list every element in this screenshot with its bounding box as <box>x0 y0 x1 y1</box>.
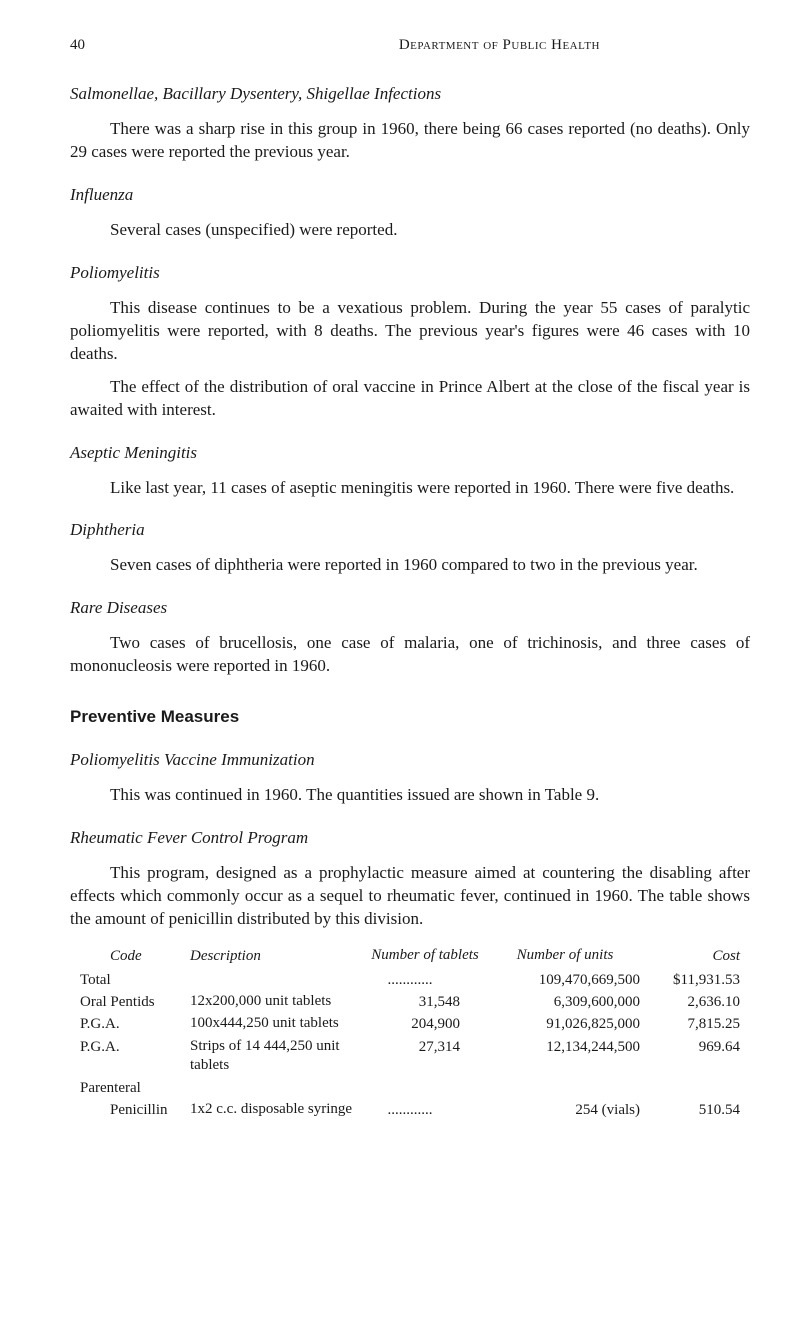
cell-oralpentids-desc: 12x200,000 unit tablets <box>190 992 360 1012</box>
running-title: Department of Public Health <box>399 35 600 55</box>
col-header-description: Description <box>190 946 360 966</box>
cell-pga2-code: P.G.A. <box>70 1037 190 1057</box>
table-row-penicillin: Penicillin 1x2 c.c. disposable syringe .… <box>70 1100 750 1120</box>
table-row-total: Total ............ 109,470,669,500 $11,9… <box>70 970 750 990</box>
col-header-cost: Cost <box>640 946 740 966</box>
table-row-parenteral: Parenteral <box>70 1078 750 1098</box>
cell-oralpentids-units: 6,309,600,000 <box>490 992 640 1012</box>
cell-pga1-desc: 100x444,250 unit tablets <box>190 1014 360 1034</box>
cell-penicillin-tablets: ............ <box>360 1100 490 1120</box>
cell-pga1-units: 91,026,825,000 <box>490 1014 640 1034</box>
paragraph-vaccine: This was continued in 1960. The quantiti… <box>70 784 750 807</box>
paragraph-diphtheria: Seven cases of diphtheria were reported … <box>70 554 750 577</box>
table-row-pga2: P.G.A. Strips of 14 444,250 unit tablets… <box>70 1037 750 1076</box>
penicillin-table: Code Description Number of tablets Numbe… <box>70 946 750 1121</box>
paragraph-rheumatic: This program, designed as a prophylactic… <box>70 862 750 931</box>
cell-oralpentids-cost: 2,636.10 <box>640 992 740 1012</box>
heading-diphtheria: Diphtheria <box>70 519 750 542</box>
paragraph-salmonellae: There was a sharp rise in this group in … <box>70 118 750 164</box>
heading-influenza: Influenza <box>70 184 750 207</box>
cell-parenteral-code: Parenteral <box>70 1078 190 1098</box>
heading-salmonellae: Salmonellae, Bacillary Dysentery, Shigel… <box>70 83 750 106</box>
page-header: 40 Department of Public Health <box>70 35 750 55</box>
cell-total-tablets: ............ <box>360 970 490 990</box>
cell-pga2-tablets: 27,314 <box>360 1037 490 1057</box>
paragraph-rare: Two cases of brucellosis, one case of ma… <box>70 632 750 678</box>
cell-pga2-units: 12,134,244,500 <box>490 1037 640 1057</box>
col-header-tablets: Number of tablets <box>360 946 490 966</box>
paragraph-poliomyelitis-1: This disease continues to be a vexatious… <box>70 297 750 366</box>
cell-total-units: 109,470,669,500 <box>490 970 640 990</box>
cell-penicillin-cost: 510.54 <box>640 1100 740 1120</box>
cell-pga1-cost: 7,815.25 <box>640 1014 740 1034</box>
col-header-code: Code <box>70 946 190 966</box>
paragraph-aseptic: Like last year, 11 cases of aseptic meni… <box>70 477 750 500</box>
cell-penicillin-units: 254 (vials) <box>490 1100 640 1120</box>
cell-pga2-desc: Strips of 14 444,250 unit tablets <box>190 1037 360 1076</box>
cell-oralpentids-tablets: 31,548 <box>360 992 490 1012</box>
table-row-oral-pentids: Oral Pentids 12x200,000 unit tablets 31,… <box>70 992 750 1012</box>
cell-oralpentids-code: Oral Pentids <box>70 992 190 1012</box>
heading-aseptic: Aseptic Meningitis <box>70 442 750 465</box>
cell-total-code: Total <box>70 970 190 990</box>
page-number: 40 <box>70 35 85 55</box>
heading-poliomyelitis: Poliomyelitis <box>70 262 750 285</box>
cell-total-cost: $11,931.53 <box>640 970 740 990</box>
paragraph-influenza: Several cases (unspecified) were reporte… <box>70 219 750 242</box>
cell-penicillin-desc: 1x2 c.c. disposable syringe <box>190 1100 360 1120</box>
heading-preventive: Preventive Measures <box>70 706 750 729</box>
table-row-pga1: P.G.A. 100x444,250 unit tablets 204,900 … <box>70 1014 750 1034</box>
cell-penicillin-code: Penicillin <box>70 1100 190 1120</box>
col-header-units: Number of units <box>490 946 640 966</box>
cell-pga2-cost: 969.64 <box>640 1037 740 1057</box>
cell-pga1-code: P.G.A. <box>70 1014 190 1034</box>
heading-rheumatic: Rheumatic Fever Control Program <box>70 827 750 850</box>
heading-vaccine: Poliomyelitis Vaccine Immunization <box>70 749 750 772</box>
heading-rare: Rare Diseases <box>70 597 750 620</box>
table-header-row: Code Description Number of tablets Numbe… <box>70 946 750 966</box>
paragraph-poliomyelitis-2: The effect of the distribution of oral v… <box>70 376 750 422</box>
cell-pga1-tablets: 204,900 <box>360 1014 490 1034</box>
